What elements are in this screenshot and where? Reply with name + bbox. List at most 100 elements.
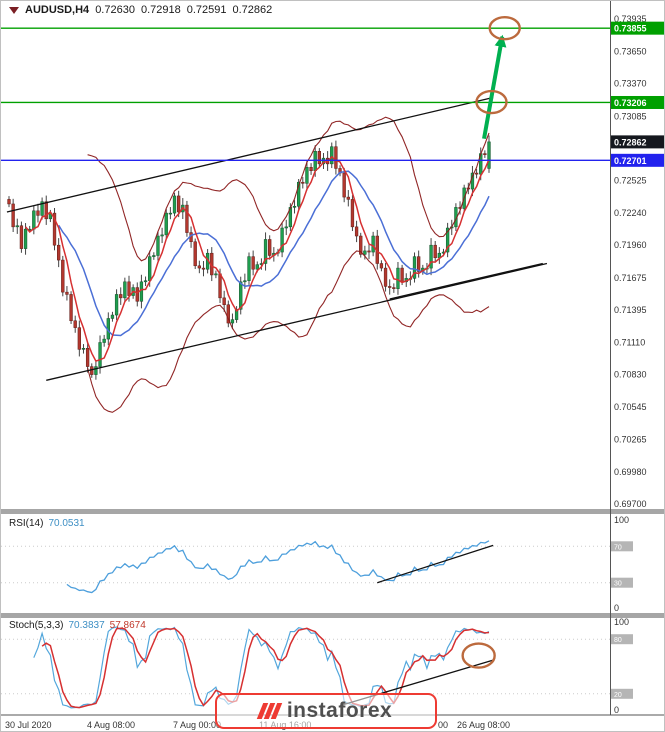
candle-body: [185, 204, 189, 233]
candle-body: [346, 196, 350, 200]
highlight-circle[interactable]: [461, 642, 496, 669]
bollinger-lower-line: [87, 250, 490, 413]
price-tick-label: 0.73370: [614, 79, 647, 89]
candle-body: [396, 267, 400, 289]
trendline[interactable]: [389, 262, 543, 300]
candle-body: [297, 181, 301, 207]
current-price-badge: [611, 135, 664, 149]
chart-title: AUDUSD,H4 0.72630 0.72918 0.72591 0.7286…: [9, 4, 272, 16]
candle-body: [77, 327, 81, 350]
price-level-badge-text: 0.73855: [614, 24, 647, 34]
candle-body: [98, 342, 102, 367]
candle-body: [7, 199, 11, 205]
candle-body: [57, 244, 61, 261]
highlight-circle[interactable]: [488, 15, 521, 41]
ohlc-high: 0.72918: [140, 4, 181, 16]
symbol-dropdown-icon[interactable]: [9, 6, 19, 14]
price-tick-label: 0.69980: [614, 467, 647, 477]
ohlc-open: 0.72630: [95, 4, 135, 16]
candle-body: [301, 181, 305, 184]
rsi-label: RSI(14) 70.0531: [9, 518, 85, 529]
rsi-level-badge: [611, 577, 633, 588]
candle-body: [65, 291, 69, 295]
candle-body: [234, 309, 239, 320]
candle-body: [222, 297, 226, 305]
time-tick-label: 00: [438, 720, 448, 730]
trendline[interactable]: [46, 262, 548, 381]
candle-body: [143, 280, 148, 283]
candle-body: [251, 256, 255, 270]
candle-body: [139, 281, 144, 302]
candle-body: [69, 294, 73, 322]
candle-body: [342, 172, 346, 198]
stoch-axis-min: 0: [614, 705, 619, 715]
trendline[interactable]: [6, 96, 494, 213]
price-tick-label: 0.71110: [614, 338, 645, 348]
rsi-level-badge-text: 30: [614, 581, 622, 588]
candle-body: [280, 227, 284, 253]
instaforex-watermark: instaforex: [215, 693, 437, 729]
candle-body: [177, 195, 181, 213]
candle-body: [15, 225, 19, 228]
ohlc-low: 0.72591: [186, 4, 227, 16]
candle-body: [110, 314, 115, 319]
candle-body: [230, 319, 235, 324]
candle-body: [160, 234, 164, 237]
candle-body: [214, 273, 218, 276]
candle-body: [487, 141, 491, 169]
candle-body: [197, 265, 201, 269]
stoch-k-value: 70.3837: [68, 620, 105, 631]
time-tick-label: 26 Aug 08:00: [457, 720, 510, 730]
candle-body: [363, 250, 367, 255]
rsi-level-badge-text: 70: [614, 544, 622, 551]
rsi-name: RSI(14): [9, 518, 44, 529]
candle-body: [135, 287, 139, 302]
candle-body: [268, 239, 272, 256]
candle-body: [168, 212, 173, 215]
candle-body: [193, 241, 197, 267]
instaforex-logo-icon: [256, 703, 283, 719]
stoch-level-badge-text: 20: [614, 692, 622, 699]
stoch-name: Stoch(5,3,3): [9, 620, 64, 631]
candle-body: [40, 201, 44, 216]
candle-body: [152, 255, 156, 257]
candle-body: [383, 267, 388, 287]
highlight-circle[interactable]: [475, 89, 508, 115]
bollinger-upper-line: [87, 116, 490, 262]
rsi-axis-max: 100: [614, 515, 629, 525]
candle-body: [11, 203, 15, 228]
panel-separator: [1, 509, 664, 514]
candle-body: [367, 250, 371, 253]
candle-body: [127, 281, 131, 296]
candle-body: [85, 348, 90, 367]
candle-body: [350, 199, 355, 228]
candle-body: [44, 201, 48, 220]
candle-body: [201, 267, 206, 270]
ohlc-close: 0.72862: [232, 4, 273, 16]
candle-body: [371, 235, 375, 253]
candle-body: [61, 259, 65, 293]
ma-fast-line: [25, 155, 490, 363]
candle-body: [243, 280, 247, 283]
candle-body: [52, 212, 57, 246]
rsi-trendline[interactable]: [377, 544, 494, 584]
stoch-level-badge: [611, 688, 633, 699]
candle-body: [417, 256, 421, 272]
candle-body: [32, 210, 36, 230]
price-tick-label: 0.73935: [614, 14, 647, 24]
price-tick-label: 0.69700: [614, 499, 647, 509]
rsi-level-badge: [611, 541, 633, 552]
candle-body: [94, 366, 98, 375]
projection-arrow[interactable]: [482, 34, 507, 140]
stoch-level-badge: [611, 634, 633, 645]
time-tick-label: 4 Aug 08:00: [87, 720, 135, 730]
stoch-level-badge-text: 80: [614, 637, 622, 644]
candle-body: [164, 212, 168, 236]
price-level-badge: [611, 21, 664, 35]
price-tick-label: 0.73650: [614, 47, 647, 57]
stoch-d-value: 57.8674: [109, 620, 146, 631]
candle-body: [354, 226, 359, 237]
stoch-label: Stoch(5,3,3) 70.3837 57.8674: [9, 620, 146, 631]
